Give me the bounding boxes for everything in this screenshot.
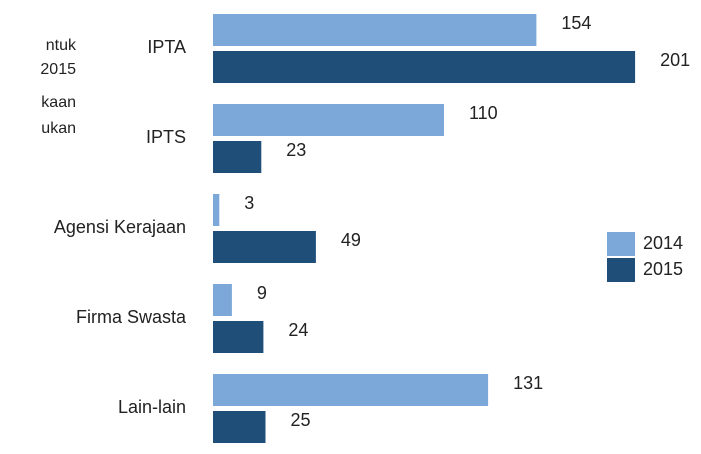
legend-swatch xyxy=(607,258,635,282)
value-label: 9 xyxy=(257,283,267,303)
value-label: 110 xyxy=(469,103,498,123)
category-label: Firma Swasta xyxy=(76,307,187,327)
bar xyxy=(213,321,264,353)
category-label: IPTS xyxy=(146,127,186,147)
bar xyxy=(213,141,262,173)
annotation: ntuk xyxy=(46,37,77,54)
legend-label: 2015 xyxy=(643,259,683,279)
annotation: 2015 xyxy=(40,61,76,78)
value-label: 23 xyxy=(286,140,306,160)
value-label: 49 xyxy=(341,230,361,250)
annotation: kaan xyxy=(41,94,76,111)
bar xyxy=(213,51,636,83)
value-label: 3 xyxy=(244,193,254,213)
bar xyxy=(213,231,316,263)
value-label: 131 xyxy=(513,373,543,393)
bar xyxy=(213,411,266,443)
category-label: IPTA xyxy=(147,37,186,57)
bar xyxy=(213,14,537,46)
annotation: ukan xyxy=(41,120,76,137)
legend-swatch xyxy=(607,232,635,256)
value-label: 25 xyxy=(291,410,311,430)
category-label: Lain-lain xyxy=(118,397,186,417)
category-label: Agensi Kerajaan xyxy=(54,217,186,237)
value-label: 201 xyxy=(660,50,690,70)
value-label: 154 xyxy=(561,13,591,33)
bar xyxy=(213,104,444,136)
bar xyxy=(213,374,489,406)
bar xyxy=(213,284,232,316)
legend-label: 2014 xyxy=(643,233,683,253)
bar xyxy=(213,194,220,226)
value-label: 24 xyxy=(288,320,308,340)
